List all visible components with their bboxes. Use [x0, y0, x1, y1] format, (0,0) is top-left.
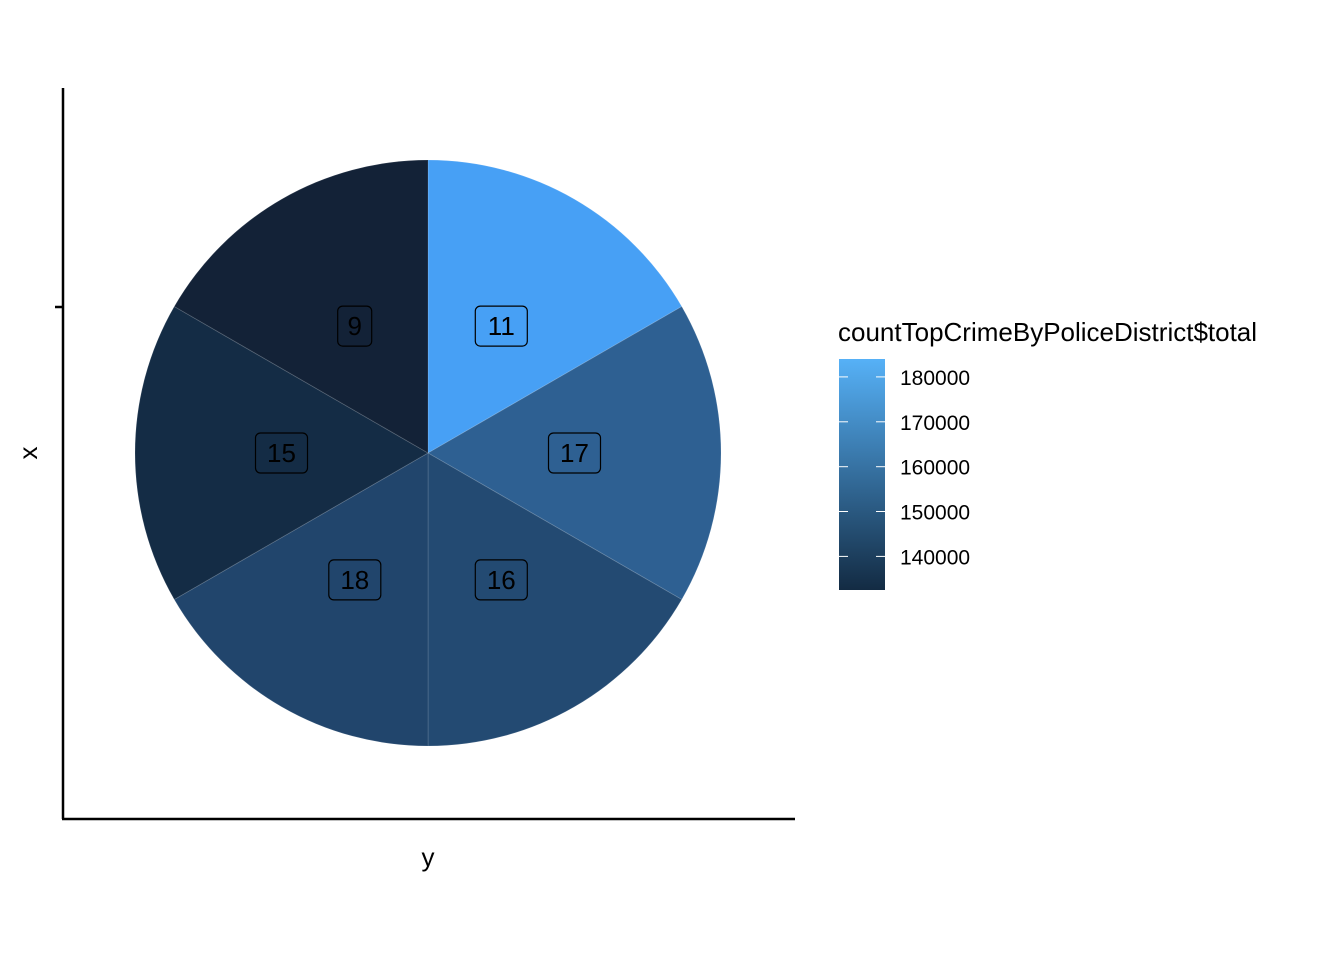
slice-label-box-9	[337, 305, 373, 347]
slice-label-17: 17	[547, 432, 602, 474]
y-axis-title: x	[13, 447, 43, 460]
slice-label-text-18: 18	[340, 565, 369, 595]
x-axis-title: y	[422, 842, 435, 872]
legend-tick-label: 170000	[900, 412, 970, 435]
legend-tick-label: 180000	[900, 367, 970, 390]
slice-label-18: 18	[328, 559, 382, 601]
slice-label-text-11: 11	[488, 311, 515, 341]
legend-ticks: 180000 170000 160000 150000 140000	[839, 367, 970, 569]
slice-label-9: 9	[337, 305, 373, 347]
slice-label-15: 15	[254, 432, 309, 474]
slice-label-text-16: 16	[487, 565, 516, 595]
slice-label-box-16	[474, 559, 528, 601]
slice-label-16: 16	[474, 559, 528, 601]
slice-label-box-15	[254, 432, 309, 474]
legend-title: countTopCrimeByPoliceDistrict$total	[838, 317, 1257, 347]
slice-label-box-17	[547, 432, 602, 474]
slice-label-text-9: 9	[347, 311, 361, 341]
slice-label-11: 11	[474, 305, 528, 347]
pie-slices	[134, 159, 722, 747]
pie-slice-11	[427, 159, 683, 454]
slice-label-text-15: 15	[267, 438, 296, 468]
legend-tick-label: 160000	[900, 457, 970, 480]
slice-label-box-18	[328, 559, 382, 601]
legend: countTopCrimeByPoliceDistrict$total 1800…	[838, 317, 1257, 590]
legend-tick-label: 140000	[900, 546, 970, 569]
legend-colorbar	[839, 359, 885, 590]
pie-slice-9	[173, 159, 429, 454]
legend-tick-label: 150000	[900, 502, 970, 525]
slice-label-text-17: 17	[560, 438, 589, 468]
pie-slice-16	[427, 452, 683, 747]
slice-label-box-11	[474, 305, 528, 347]
pie-slice-labels: 11 17 16 18 15 9	[254, 305, 602, 601]
pie-slice-18	[173, 452, 429, 747]
